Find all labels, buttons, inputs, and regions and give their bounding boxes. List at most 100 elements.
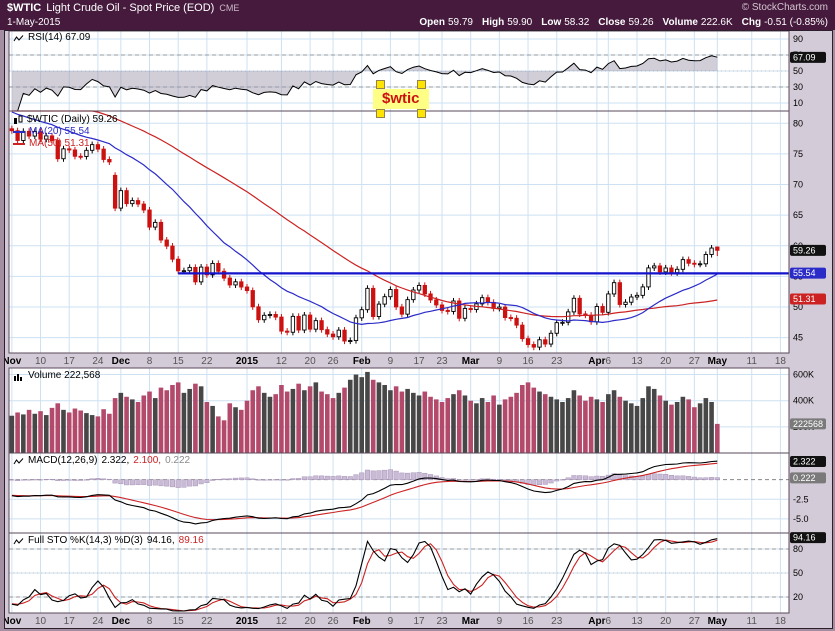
svg-text:Dec: Dec — [112, 616, 131, 626]
svg-text:11: 11 — [747, 616, 758, 626]
svg-text:Mar: Mar — [462, 356, 480, 367]
panel-backgrounds — [9, 31, 789, 613]
svg-text:15: 15 — [173, 356, 185, 367]
svg-text:600K: 600K — [793, 370, 814, 380]
annotation-text[interactable]: $wtic — [373, 89, 429, 109]
svg-text:Feb: Feb — [353, 616, 371, 626]
svg-text:Nov: Nov — [5, 356, 22, 367]
svg-text:222568: 222568 — [793, 419, 823, 429]
quote-label: Open — [419, 17, 445, 28]
macd-value-line: 2.322, — [101, 455, 130, 466]
svg-text:23: 23 — [551, 356, 563, 367]
volume-legend-label: Volume 222,568 — [28, 370, 101, 381]
svg-text:94.16: 94.16 — [793, 533, 816, 543]
svg-text:16: 16 — [522, 616, 534, 626]
annotation-handle-top-left[interactable] — [376, 80, 385, 89]
svg-text:26: 26 — [327, 356, 339, 367]
svg-text:51.31: 51.31 — [793, 294, 816, 304]
svg-text:Feb: Feb — [353, 356, 371, 367]
svg-text:23: 23 — [551, 616, 563, 626]
panel-borders — [8, 31, 790, 614]
header-quote-row: 1-May-2015 Open 59.79 High 59.90 Low 58.32 Clo… — [0, 15, 835, 30]
ma50-legend-label: MA(50) 51.31 — [29, 138, 90, 149]
volume-legend: Volume 222,568 — [13, 370, 100, 382]
line-chart-icon — [13, 457, 24, 464]
price-legend-label: $WTIC (Daily) 59.26 — [27, 114, 118, 125]
svg-text:17: 17 — [414, 356, 426, 367]
svg-text:23: 23 — [436, 616, 448, 626]
svg-text:55.54: 55.54 — [793, 268, 816, 278]
macd-histogram — [9, 469, 720, 488]
quote-value: 58.32 — [564, 17, 590, 28]
quote-value: 222.6K — [700, 17, 733, 28]
stoch-k-line — [11, 538, 718, 612]
macd-value-signal: 2.100, — [133, 455, 162, 466]
stoch-legend-label: Full STO %K(14,3) %D(3) — [28, 535, 143, 546]
svg-text:0.222: 0.222 — [793, 473, 816, 483]
svg-text:9: 9 — [497, 616, 503, 626]
svg-text:80: 80 — [793, 544, 803, 554]
svg-text:Mar: Mar — [462, 616, 480, 626]
quote-label: Low — [541, 17, 562, 28]
rsi-plot — [11, 55, 718, 112]
stoch-value-d: 89.16 — [178, 535, 204, 546]
svg-text:18: 18 — [775, 616, 787, 626]
svg-text:17: 17 — [64, 356, 76, 367]
svg-text:30: 30 — [793, 82, 803, 92]
macd-signal-line — [11, 462, 718, 521]
quote-label: Chg — [741, 17, 762, 28]
ma50-legend: MA(50) 51.31 — [13, 138, 118, 150]
quote-label: Close — [598, 17, 626, 28]
symbol: $WTIC — [7, 1, 42, 14]
macd-legend-label: MACD(12,26,9) — [28, 455, 98, 466]
svg-text:Dec: Dec — [112, 356, 131, 367]
stoch-legend: Full STO %K(14,3) %D(3) 94.16, 89.16 — [13, 535, 204, 547]
svg-text:6: 6 — [606, 616, 612, 626]
svg-text:26: 26 — [327, 616, 339, 626]
chart-body: 90705030108075706560555045600K400K200K-2… — [4, 30, 833, 629]
svg-text:17: 17 — [414, 616, 426, 626]
chart-date: 1-May-2015 — [7, 17, 61, 28]
svg-text:8: 8 — [147, 356, 153, 367]
svg-text:23: 23 — [436, 356, 448, 367]
svg-text:13: 13 — [631, 616, 643, 626]
ma50-line-swatch — [13, 143, 25, 145]
quote-value: 59.26 — [628, 17, 654, 28]
svg-text:Apr: Apr — [588, 616, 605, 626]
svg-text:9: 9 — [497, 356, 503, 367]
quote-value: 59.90 — [507, 17, 533, 28]
rsi-legend-row: RSI(14) 67.09 — [13, 32, 90, 44]
svg-text:2015: 2015 — [236, 356, 259, 367]
svg-text:9: 9 — [388, 616, 394, 626]
svg-text:12: 12 — [276, 356, 288, 367]
svg-text:9: 9 — [388, 356, 394, 367]
ma20-line — [11, 111, 718, 326]
macd-legend-row: MACD(12,26,9) 2.322, 2.100, 0.222 — [13, 455, 190, 467]
svg-text:22: 22 — [201, 356, 213, 367]
svg-text:50: 50 — [793, 302, 803, 312]
macd-value-hist: 0.222 — [165, 455, 191, 466]
svg-text:18: 18 — [775, 356, 787, 367]
ma20-legend-label: MA(20) 55.54 — [29, 126, 90, 137]
svg-text:13: 13 — [631, 356, 643, 367]
svg-text:75: 75 — [793, 149, 803, 159]
bar-chart-icon — [14, 373, 22, 381]
annotation-handle-bottom-right[interactable] — [416, 109, 426, 118]
svg-text:Nov: Nov — [5, 616, 22, 626]
chart-canvas: 90705030108075706560555045600K400K200K-2… — [5, 31, 826, 626]
svg-text:20: 20 — [660, 616, 672, 626]
svg-text:67.09: 67.09 — [793, 52, 816, 62]
value-badges: 67.09 59.26 55.54 51.31 222568 2.322 0.222 94.1… — [790, 51, 826, 544]
annotation-handle-top-right[interactable] — [416, 80, 426, 89]
volume-bars — [9, 371, 720, 453]
x-axis-labels: Nov 10 17 24 Dec 8 15 22 2015 12 20 26 Feb 9 17 23 Mar 9 1… — [5, 356, 786, 626]
svg-text:50: 50 — [793, 66, 803, 76]
svg-text:2015: 2015 — [236, 616, 259, 626]
chart-annotation[interactable]: $wtic — [373, 80, 429, 118]
chart-header: $WTIC Light Crude Oil - Spot Price (EOD)… — [0, 0, 835, 30]
annotation-handle-bottom-left[interactable] — [376, 109, 385, 118]
svg-text:24: 24 — [92, 356, 104, 367]
svg-text:27: 27 — [689, 356, 701, 367]
quote-value: -0.51 (-0.85%) — [764, 17, 828, 28]
